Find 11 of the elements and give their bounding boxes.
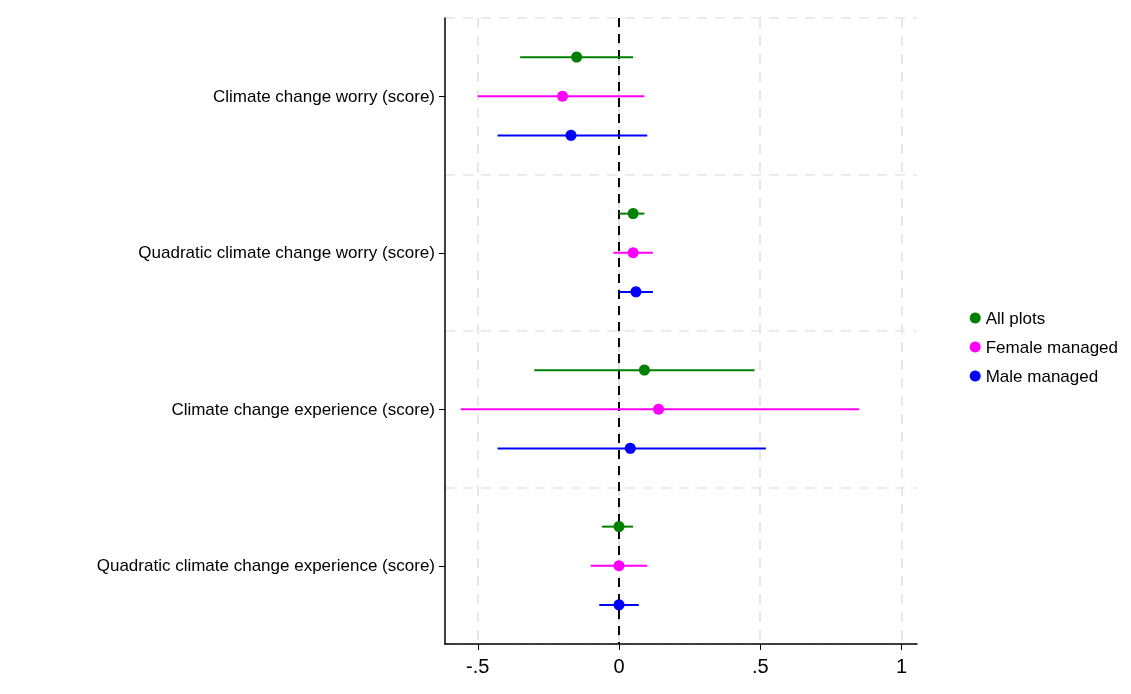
x-tick-label: 0 (613, 655, 625, 677)
legend-label: Male managed (985, 366, 1099, 386)
legend-label: All plots (985, 308, 1046, 328)
y-tick-label: Quadratic climate change worry (score) (138, 243, 435, 263)
x-tick-label: .5 (751, 655, 769, 677)
legend-label: Female managed (985, 337, 1119, 357)
y-tick-label: Climate change worry (score) (212, 86, 435, 106)
x-tick-label: 1 (895, 655, 908, 677)
y-tick-label: Climate change experience (score) (171, 399, 435, 419)
y-tick-label: Quadratic climate change experience (score) (96, 556, 435, 576)
x-tick-label: -.5 (466, 655, 490, 677)
